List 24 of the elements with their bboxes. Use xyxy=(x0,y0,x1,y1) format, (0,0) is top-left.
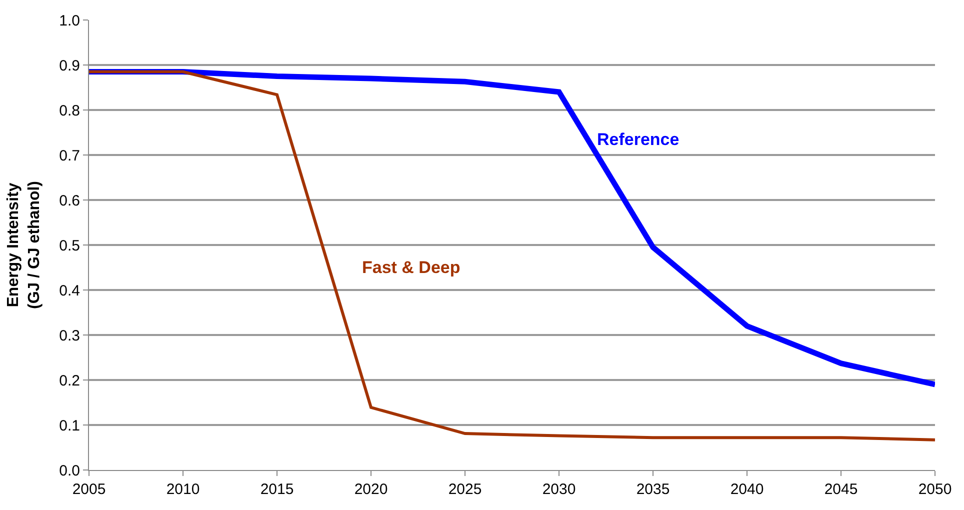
y-tick-label: 0.0 xyxy=(59,462,80,480)
y-tick-label: 0.5 xyxy=(59,237,80,254)
y-tick-label: 0.4 xyxy=(59,282,80,300)
y-tick-label: 0.6 xyxy=(59,192,80,210)
x-tick-label: 2050 xyxy=(918,481,952,498)
x-tick-label: 2040 xyxy=(730,481,764,498)
y-axis-title: Energy Intensity (GJ / GJ ethanol) xyxy=(5,180,44,310)
x-tick-label: 2010 xyxy=(166,481,200,498)
x-tick-label: 2025 xyxy=(448,481,482,498)
series-label: Fast & Deep xyxy=(362,258,460,277)
y-tick-label: 0.9 xyxy=(59,57,80,74)
y-tick-label: 0.2 xyxy=(59,372,80,390)
x-tick-label: 2020 xyxy=(354,481,388,498)
x-tick-label: 2045 xyxy=(824,481,858,498)
x-tick-label: 2030 xyxy=(542,481,576,498)
y-tick-label: 0.8 xyxy=(59,102,80,120)
y-tick-label: 0.1 xyxy=(59,417,80,434)
y-tick-label: 0.3 xyxy=(59,327,80,344)
y-tick-label: 0.7 xyxy=(59,147,80,164)
x-tick-label: 2015 xyxy=(260,481,294,498)
x-tick-label: 2035 xyxy=(636,481,670,498)
x-tick-label: 2005 xyxy=(72,481,106,498)
y-tick-label: 1.0 xyxy=(59,12,80,30)
series-label: Reference xyxy=(597,130,680,149)
